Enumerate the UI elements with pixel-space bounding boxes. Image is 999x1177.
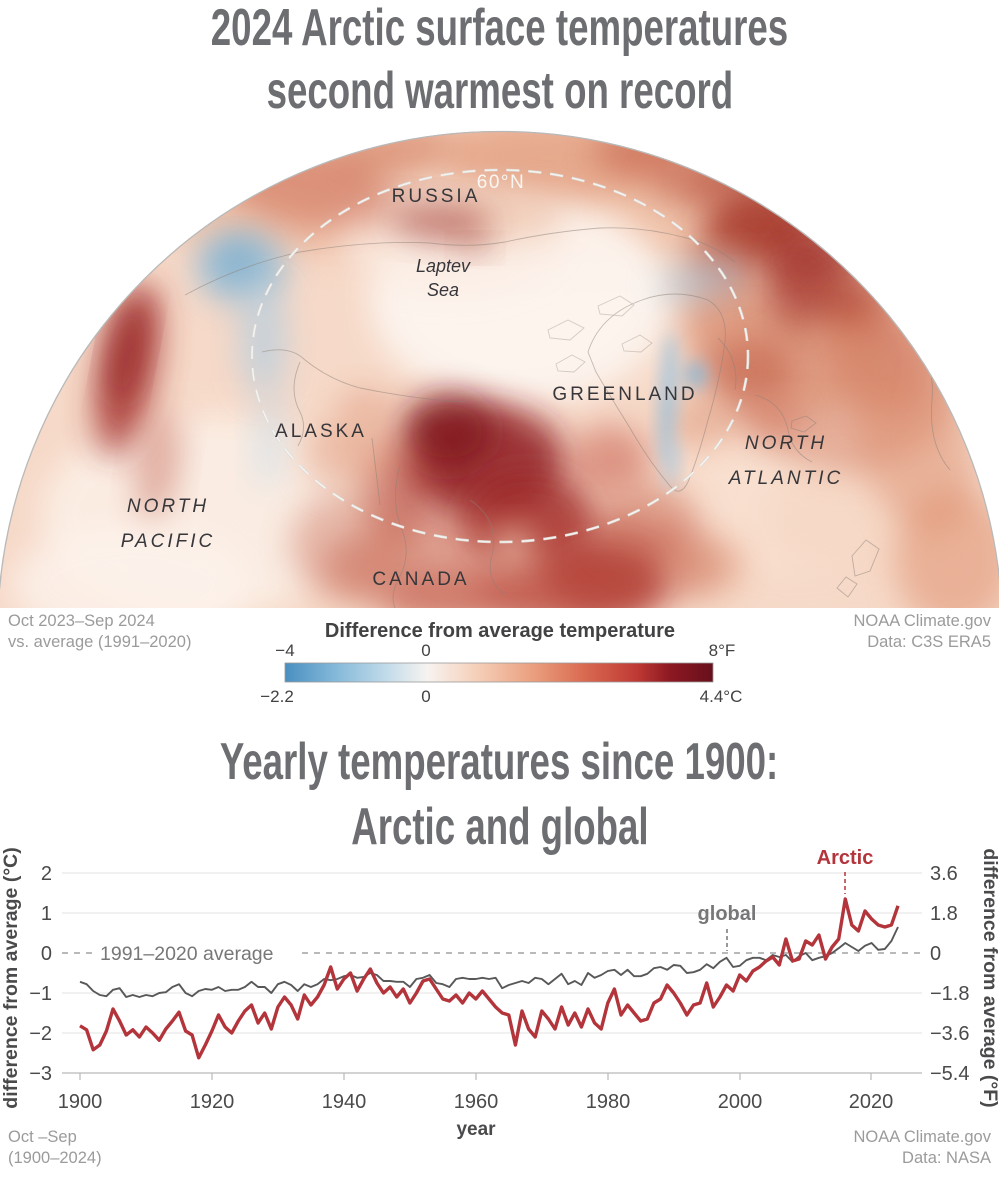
svg-text:NORTH: NORTH — [745, 433, 827, 454]
svg-text:−4: −4 — [275, 641, 294, 660]
svg-text:GREENLAND: GREENLAND — [552, 384, 697, 405]
svg-text:1.8: 1.8 — [930, 903, 958, 925]
svg-text:CANADA: CANADA — [372, 569, 469, 590]
svg-text:Oct 2023–Sep 2024: Oct 2023–Sep 2024 — [8, 612, 155, 630]
svg-text:0: 0 — [41, 943, 52, 965]
svg-text:4.4°C: 4.4°C — [700, 687, 743, 706]
svg-text:difference from average (°F): difference from average (°F) — [979, 848, 999, 1107]
svg-text:Arctic: Arctic — [817, 847, 874, 869]
svg-text:2020: 2020 — [849, 1091, 894, 1113]
svg-text:1900: 1900 — [58, 1091, 103, 1113]
svg-text:0: 0 — [421, 687, 430, 706]
svg-text:global: global — [698, 903, 757, 925]
svg-text:Oct –Sep: Oct –Sep — [8, 1128, 77, 1146]
svg-text:RUSSIA: RUSSIA — [392, 186, 481, 207]
svg-text:0: 0 — [421, 641, 430, 660]
svg-text:1: 1 — [41, 903, 52, 925]
svg-text:−2.2: −2.2 — [260, 687, 294, 706]
svg-text:NOAA Climate.gov: NOAA Climate.gov — [853, 1128, 991, 1146]
svg-text:1980: 1980 — [586, 1091, 631, 1113]
svg-text:8°F: 8°F — [709, 641, 736, 660]
svg-text:1960: 1960 — [454, 1091, 499, 1113]
svg-text:1920: 1920 — [190, 1091, 235, 1113]
svg-text:PACIFIC: PACIFIC — [121, 531, 216, 552]
svg-text:Data: C3S ERA5: Data: C3S ERA5 — [867, 633, 991, 651]
svg-text:difference from average (°C): difference from average (°C) — [0, 847, 22, 1108]
svg-text:−3.6: −3.6 — [930, 1023, 969, 1045]
svg-text:ATLANTIC: ATLANTIC — [728, 468, 843, 489]
svg-text:year: year — [456, 1119, 496, 1140]
svg-text:−1: −1 — [29, 983, 52, 1005]
svg-text:−3: −3 — [29, 1063, 52, 1085]
svg-text:NORTH: NORTH — [127, 496, 209, 517]
svg-text:2000: 2000 — [718, 1091, 763, 1113]
svg-text:3.6: 3.6 — [930, 863, 958, 885]
svg-text:Laptev: Laptev — [416, 256, 471, 276]
svg-text:Sea: Sea — [427, 280, 459, 300]
svg-text:−5.4: −5.4 — [930, 1063, 969, 1085]
svg-text:2: 2 — [41, 863, 52, 885]
svg-text:0: 0 — [930, 943, 941, 965]
svg-text:(1900–2024): (1900–2024) — [8, 1149, 102, 1167]
svg-text:1940: 1940 — [322, 1091, 367, 1113]
svg-text:60°N: 60°N — [477, 172, 525, 193]
svg-text:−2: −2 — [29, 1023, 52, 1045]
svg-text:vs. average (1991–2020): vs. average (1991–2020) — [8, 633, 191, 651]
svg-text:Data: NASA: Data: NASA — [902, 1149, 991, 1167]
svg-text:−1.8: −1.8 — [930, 983, 969, 1005]
svg-text:ALASKA: ALASKA — [275, 421, 367, 442]
svg-text:NOAA Climate.gov: NOAA Climate.gov — [853, 612, 991, 630]
svg-text:1991–2020 average: 1991–2020 average — [100, 943, 274, 965]
svg-text:Difference from average temper: Difference from average temperature — [325, 620, 675, 642]
